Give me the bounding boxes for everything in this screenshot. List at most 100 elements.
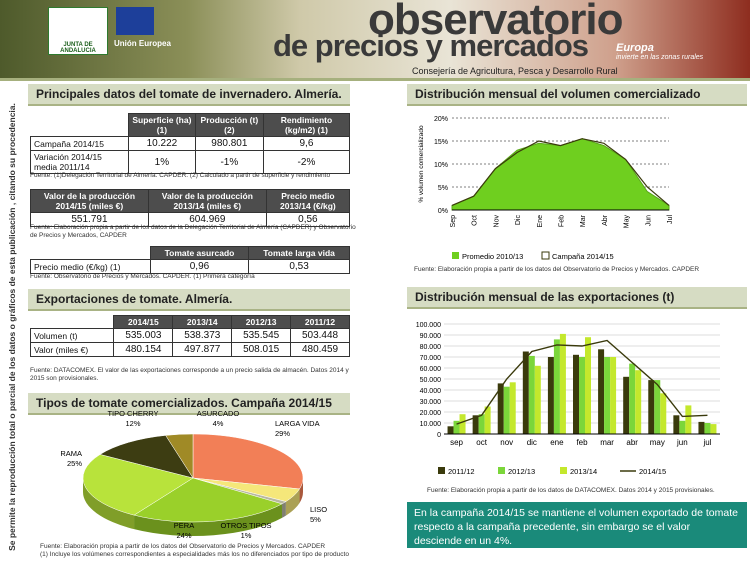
bar-2013/14 — [685, 405, 692, 434]
pie-slice-pera — [133, 477, 283, 523]
cell: 497.877 — [172, 342, 233, 357]
bar-2012/13 — [679, 420, 686, 434]
bar-2013/14 — [710, 424, 717, 434]
legend-label: 2012/13 — [508, 467, 535, 476]
x-tick-label: Oct — [472, 215, 479, 226]
source-note: Fuente: Elaboración propia a partir de l… — [414, 266, 700, 273]
legend-label: 2014/15 — [639, 467, 666, 476]
ue-text: Unión Europea — [114, 39, 171, 48]
section-title-monthly-exports: Distribución mensual de las exportacione… — [407, 287, 747, 309]
y-tick-label: 60.000 — [420, 366, 442, 373]
x-tick-label: oct — [476, 438, 487, 447]
th: Tomate larga vida — [248, 246, 350, 260]
legend-swatch — [541, 251, 550, 260]
bar-2013/14 — [610, 357, 617, 434]
cell: 0,56 — [265, 212, 351, 227]
cell: -2% — [262, 150, 351, 174]
legend-swatch — [452, 252, 459, 259]
eu-flag-icon — [116, 7, 154, 35]
area-chart: 0% 5% 10% 15% 20% % volumen comercializado Sep… — [418, 116, 674, 261]
bar-2013/14 — [509, 382, 516, 434]
legend-label: 2011/12 — [448, 467, 475, 476]
bar-2011/12 — [648, 380, 655, 434]
bar-2012/13 — [553, 339, 560, 434]
cell: 535.545 — [231, 328, 292, 343]
pie-side-liso — [285, 488, 300, 516]
bar-2012/13 — [503, 386, 510, 434]
x-tick-label: Jul — [667, 215, 674, 224]
cell: Precio medio (€/kg) (1) — [30, 259, 151, 274]
bar-2011/12 — [447, 426, 454, 434]
pie-label: LARGA VIDA — [275, 419, 320, 428]
th — [30, 246, 151, 260]
th: 2013/14 — [172, 315, 233, 329]
y-tick-label: 20.000 — [420, 410, 442, 417]
x-tick-label: ene — [550, 438, 564, 447]
bar-chart: 0 10.000 20.000 30.000 40.000 50.000 60.000 70.… — [416, 322, 720, 476]
bar-2013/14 — [635, 370, 642, 434]
source-note-2: (1) Incluye los volúmenes correspondient… — [40, 551, 349, 558]
x-tick-label: may — [650, 438, 665, 447]
bar-2012/13 — [453, 420, 460, 434]
divider — [0, 78, 750, 81]
pie-value: 1% — [241, 531, 252, 540]
legend-swatch — [438, 467, 445, 474]
cell: 503.448 — [290, 328, 350, 343]
th: Tomate asurcado — [149, 246, 250, 260]
pie-label: ASURCADO — [197, 409, 240, 418]
junta-logo — [48, 7, 108, 55]
bar-2013/14 — [459, 414, 466, 434]
th: Precio medio 2013/14 (€/kg) — [265, 189, 351, 213]
legend-swatch — [498, 467, 505, 474]
y-tick-label: 10% — [434, 162, 448, 169]
bar-2012/13 — [629, 363, 636, 434]
th: Valor de la producción 2013/14 (miles €) — [147, 189, 267, 213]
pie-value: 12% — [125, 419, 140, 428]
series-area-promedio — [451, 138, 670, 211]
cell: Campaña 2014/15 — [29, 136, 130, 151]
pie-side-pera — [134, 503, 282, 536]
legend-swatch — [560, 467, 567, 474]
y-tick-label: 20% — [434, 116, 448, 123]
th — [30, 113, 129, 137]
bar-2011/12 — [522, 351, 529, 434]
x-tick-label: abr — [626, 438, 638, 447]
page-title-2: de precios y mercados — [273, 28, 589, 63]
europa-text: Europa — [616, 42, 654, 54]
pie-side-rama — [83, 478, 135, 530]
main-data-table: Superficie (ha) (1) Producción (t) (2) Ren… — [29, 113, 351, 174]
bar-2011/12 — [497, 383, 504, 434]
cell: Volumen (t) — [29, 328, 115, 343]
pie-value: 24% — [176, 531, 191, 540]
pie-value: 5% — [310, 515, 321, 524]
section-title-exports: Exportaciones de tomate. Almería. — [28, 289, 350, 311]
x-tick-label: Nov — [493, 215, 500, 228]
pie-label: OTROS TIPOS — [220, 521, 271, 530]
source-note: Fuente: Elaboración propia a partir de l… — [427, 487, 715, 494]
th: Superficie (ha) (1) — [128, 113, 196, 137]
x-tick-label: Ene — [537, 215, 544, 228]
bar-2011/12 — [472, 415, 479, 434]
section-title-main-data: Principales datos del tomate de invernad… — [28, 84, 350, 106]
y-tick-label: 0% — [438, 208, 448, 215]
th: Producción (t) (2) — [194, 113, 264, 137]
y-tick-label: 70.000 — [420, 355, 442, 362]
bar-2012/13 — [579, 357, 585, 434]
cell: 538.373 — [172, 328, 233, 343]
source-note: Fuente: Observatorio de Precios y Mercad… — [30, 273, 255, 280]
cell: 0,53 — [248, 259, 350, 274]
production-value-table: Valor de la producción 2014/15 (miles €)… — [30, 189, 351, 227]
bar-2013/14 — [559, 333, 566, 434]
cell: 480.459 — [290, 342, 350, 357]
th: Valor de la producción 2014/15 (miles €) — [30, 189, 149, 213]
cell: 0,96 — [149, 259, 250, 274]
cell: 10.222 — [128, 136, 196, 151]
junta-text: JUNTA DE ANDALUCIA — [60, 42, 96, 54]
cell: 480.154 — [113, 342, 174, 357]
th: Rendimiento (kg/m2) (1) — [262, 113, 351, 137]
pie-label: PERA — [174, 521, 194, 530]
cell: 9,6 — [262, 136, 351, 151]
y-tick-label: 5% — [438, 185, 448, 192]
y-tick-label: 50.000 — [420, 377, 442, 384]
